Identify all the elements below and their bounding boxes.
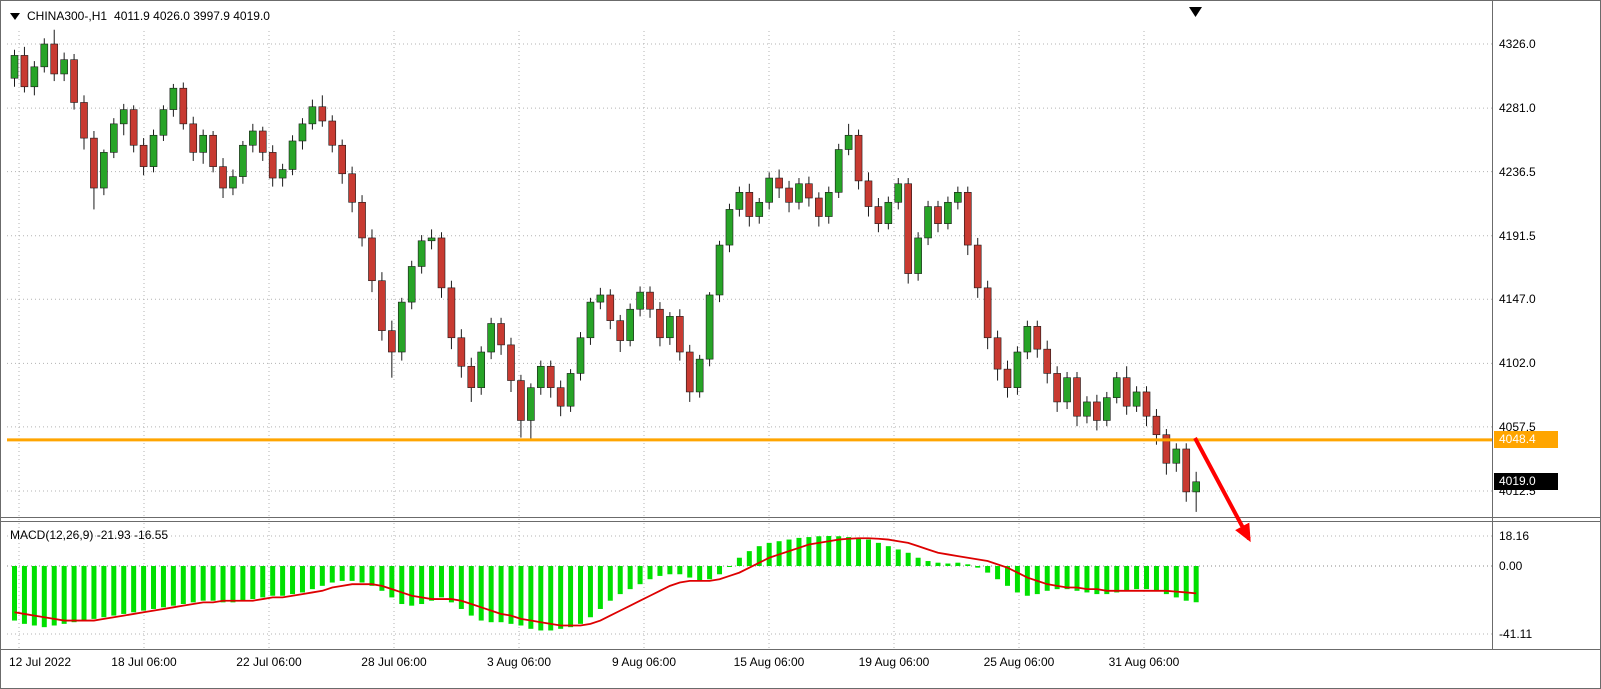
bid-price-badge: 4019.0 xyxy=(1494,472,1558,490)
chart-shift-marker-icon[interactable] xyxy=(1189,7,1202,17)
time-axis-label: 19 Aug 06:00 xyxy=(858,655,930,669)
time-axis-label: 12 Jul 2022 xyxy=(9,655,72,669)
price-axis-label: 4281.0 xyxy=(1499,101,1536,116)
time-axis-label: 9 Aug 06:00 xyxy=(611,655,677,669)
time-axis-label: 22 Jul 06:00 xyxy=(236,655,302,669)
trend-arrow-annotation[interactable] xyxy=(1193,437,1251,543)
time-axis-label: 31 Aug 06:00 xyxy=(1108,655,1180,669)
time-axis-label: 18 Jul 06:00 xyxy=(111,655,177,669)
symbol-dropdown-icon[interactable] xyxy=(10,12,20,20)
time-axis-label: 28 Jul 06:00 xyxy=(361,655,427,669)
price-axis-label: 4102.0 xyxy=(1499,356,1536,371)
macd-axis-label: -41.11 xyxy=(1499,626,1533,641)
price-axis-label: 4147.0 xyxy=(1499,292,1536,307)
ohlc-values: 4011.9 4026.0 3997.9 4019.0 xyxy=(114,9,270,23)
chart-header: CHINA300-,H1 4011.9 4026.0 3997.9 4019.0 xyxy=(10,9,270,23)
time-axis-label: 25 Aug 06:00 xyxy=(983,655,1055,669)
macd-indicator-label: MACD(12,26,9) -21.93 -16.55 xyxy=(10,528,169,542)
price-axis-label: 4236.5 xyxy=(1499,164,1536,179)
hline-price-badge[interactable]: 4048.4 xyxy=(1494,430,1558,448)
time-axis-label: 15 Aug 06:00 xyxy=(733,655,805,669)
symbol-title: CHINA300-,H1 xyxy=(27,9,108,23)
price-axis-label: 4326.0 xyxy=(1499,37,1536,51)
price-axis-label: 4191.5 xyxy=(1499,228,1536,243)
macd-axis-label: 0.00 xyxy=(1499,559,1523,573)
macd-axis-label: 18.16 xyxy=(1499,528,1530,543)
price-axis-label: 4057.5 xyxy=(1499,419,1536,434)
time-axis-label: 3 Aug 06:00 xyxy=(486,655,552,669)
